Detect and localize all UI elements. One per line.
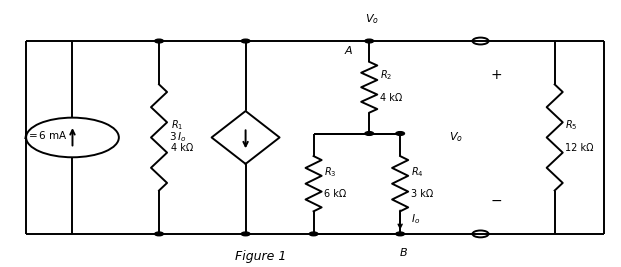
Circle shape [155, 39, 163, 43]
Text: $+$: $+$ [490, 68, 502, 83]
Text: $-$: $-$ [490, 193, 502, 207]
Text: $R_5$: $R_5$ [564, 119, 577, 132]
Text: $I_o$: $I_o$ [411, 213, 420, 226]
Text: 12 kΩ: 12 kΩ [564, 143, 593, 153]
Text: 4 kΩ: 4 kΩ [379, 93, 402, 103]
Text: $V_o$: $V_o$ [449, 131, 463, 144]
Text: $I = 6$ mA: $I = 6$ mA [23, 129, 68, 141]
Text: Figure 1: Figure 1 [235, 250, 287, 263]
Text: $R_1$: $R_1$ [171, 119, 183, 132]
Text: $V_o$: $V_o$ [365, 13, 379, 26]
Circle shape [396, 232, 404, 236]
Text: $A$: $A$ [344, 44, 354, 56]
Circle shape [242, 232, 250, 236]
Circle shape [396, 132, 404, 135]
Text: 4 kΩ: 4 kΩ [171, 143, 193, 153]
Circle shape [242, 39, 250, 43]
Circle shape [155, 232, 163, 236]
Text: 6 kΩ: 6 kΩ [324, 189, 347, 199]
Text: 3 kΩ: 3 kΩ [410, 189, 433, 199]
Text: $B$: $B$ [399, 246, 408, 258]
Text: $R_2$: $R_2$ [379, 68, 392, 82]
Circle shape [365, 39, 374, 43]
Text: $3\,I_o$: $3\,I_o$ [170, 131, 187, 144]
Polygon shape [212, 111, 279, 164]
Circle shape [309, 232, 318, 236]
Circle shape [365, 132, 374, 135]
Text: $R_4$: $R_4$ [410, 165, 424, 179]
Text: $R_3$: $R_3$ [324, 165, 337, 179]
